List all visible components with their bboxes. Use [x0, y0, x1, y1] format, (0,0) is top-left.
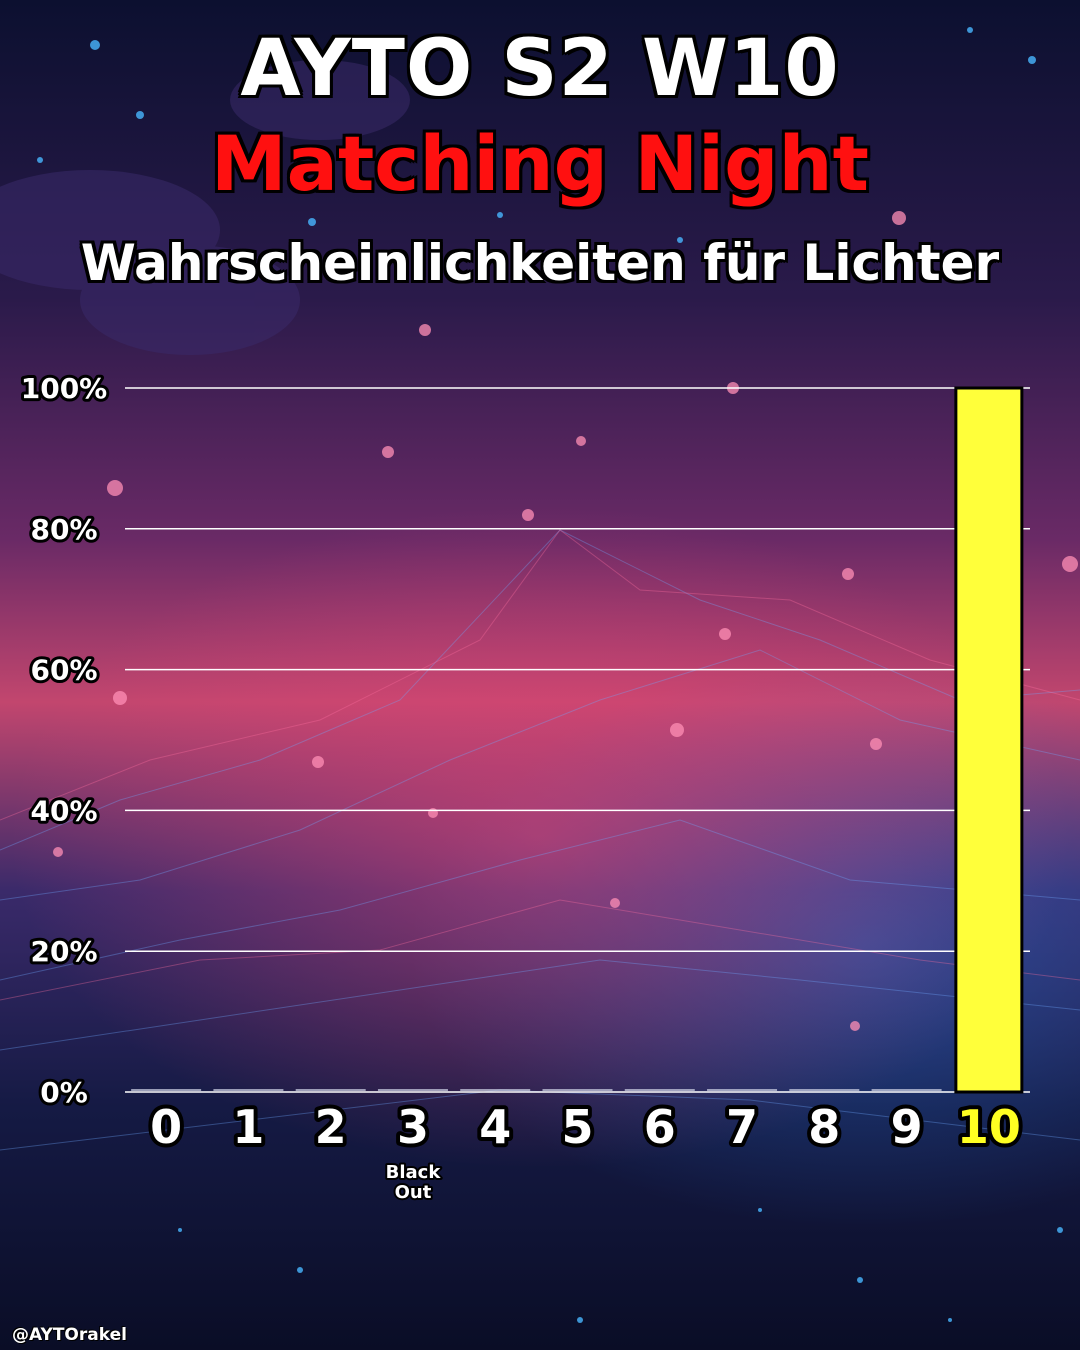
y-tick-label: 80%	[30, 513, 97, 546]
y-tick-label: 60%	[30, 654, 97, 687]
y-tick-label: 0%	[40, 1076, 88, 1109]
x-tick-label: 2	[315, 1100, 347, 1154]
x-axis-ticks: 0 1 2 3 4 5 6 7 8 9 10	[146, 1096, 1025, 1158]
x-tick-label: 7	[726, 1100, 758, 1154]
watermark-handle: @AYTOrakel	[12, 1325, 127, 1345]
chart-caption: Wahrscheinlichkeiten für Lichter	[80, 234, 1000, 292]
background-network	[0, 529, 1080, 1151]
x-tick-label: 8	[808, 1100, 840, 1154]
x-tick-label: 10	[957, 1100, 1021, 1154]
x-tick-label: 1	[232, 1100, 264, 1154]
y-tick-label: 100%	[21, 372, 108, 405]
bar-10	[954, 386, 1024, 1094]
x-tick-label: 0	[150, 1100, 182, 1154]
background-network-pink	[0, 529, 1080, 1001]
chart-subtitle: Matching Night	[211, 119, 869, 208]
x-tick-label: 5	[561, 1100, 593, 1154]
chart-title: AYTO S2 W10	[240, 24, 840, 114]
y-tick-label: 20%	[30, 935, 97, 968]
background-clouds	[0, 60, 410, 355]
background-dots	[53, 211, 1078, 1031]
y-axis-ticks: 0% 20% 40% 60% 80% 100%	[18, 369, 111, 1112]
background-stars	[37, 27, 1063, 1323]
annotation-label: Out	[395, 1182, 432, 1203]
x-tick-label: 9	[891, 1100, 923, 1154]
x-tick-label: 4	[479, 1100, 511, 1154]
y-tick-label: 40%	[30, 794, 97, 827]
grid-lines	[125, 387, 1030, 1093]
annotation-label: Black	[386, 1162, 442, 1183]
x-tick-label: 6	[644, 1100, 676, 1154]
bars	[131, 386, 1024, 1094]
x-tick-label: 3	[397, 1100, 429, 1154]
